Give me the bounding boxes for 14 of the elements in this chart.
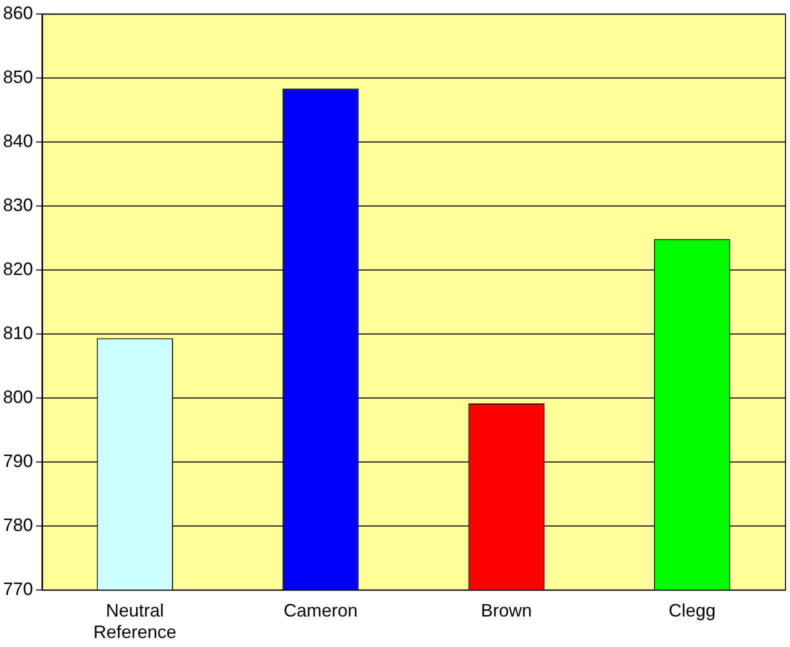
x-tick-label: Neutral Reference [93, 600, 176, 642]
y-tick-label: 780 [2, 514, 34, 535]
y-tick-label: 830 [2, 194, 34, 215]
y-tick-label: 790 [2, 450, 34, 471]
y-tick-label: 820 [2, 258, 34, 279]
x-tick-label: Brown [480, 600, 532, 621]
y-tick-label: 800 [2, 386, 34, 407]
x-tick-label: Cameron [284, 600, 358, 621]
y-tick-label: 810 [2, 322, 34, 343]
y-tick-label: 860 [2, 2, 34, 23]
y-tick-label: 840 [2, 130, 34, 151]
x-tick-label: Clegg [668, 600, 716, 621]
y-tick-label: 850 [2, 66, 34, 87]
y-tick-label: 770 [2, 578, 34, 599]
